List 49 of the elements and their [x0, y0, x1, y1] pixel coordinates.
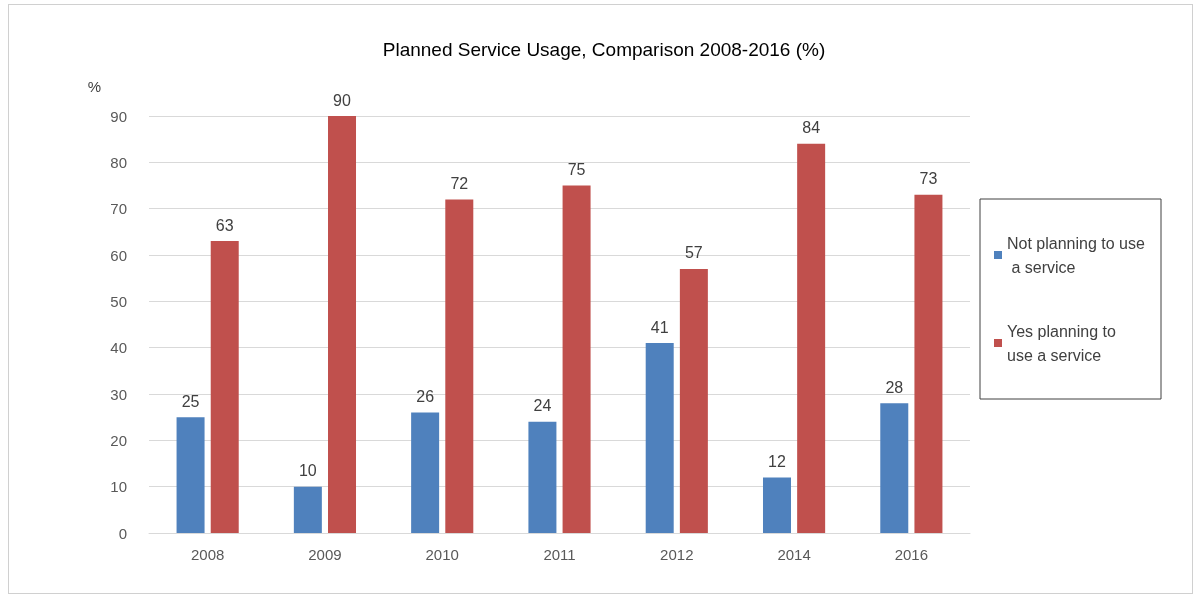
y-tick-label: 20 [110, 431, 127, 449]
bar [445, 199, 474, 533]
y-tick-label: 30 [110, 385, 127, 403]
x-tick-label: 2010 [425, 546, 459, 563]
x-tick-label: 2009 [308, 546, 342, 563]
bar [528, 421, 557, 533]
bar [762, 477, 791, 533]
legend-label: Yes planning to use a service [1007, 322, 1121, 364]
data-label: 90 [333, 91, 352, 109]
legend-label: Not planning to use a service [1007, 234, 1145, 276]
x-tick-label: 2008 [190, 546, 225, 563]
data-label: 57 [684, 244, 703, 262]
data-label: 28 [885, 378, 904, 396]
bar [328, 116, 357, 533]
data-label: 26 [416, 388, 435, 406]
bar [797, 143, 826, 533]
data-label: 75 [567, 161, 586, 178]
data-label: 63 [215, 216, 234, 234]
data-label: 12 [768, 452, 786, 470]
bar [176, 417, 205, 533]
x-tick-label: 2011 [543, 546, 576, 563]
bar [645, 343, 674, 533]
y-tick-label: 80 [110, 153, 127, 171]
bar [293, 486, 322, 533]
y-tick-label: 0 [118, 524, 127, 542]
y-axis-title: % [87, 78, 101, 95]
x-tick-label: 2016 [894, 546, 929, 563]
data-label: 84 [802, 119, 821, 137]
bar [914, 194, 943, 533]
y-tick-label: 50 [110, 292, 127, 310]
chart-title: Planned Service Usage, Comparison 2008-2016 (%) [382, 39, 826, 60]
bar [679, 268, 708, 533]
y-tick-label: 40 [110, 339, 127, 357]
data-label: 72 [450, 174, 469, 192]
data-label: 73 [919, 170, 938, 188]
x-tick-label: 2014 [777, 546, 811, 563]
bar [880, 403, 909, 533]
data-label: 41 [650, 318, 669, 336]
y-tick-label: 70 [110, 200, 127, 218]
bar [210, 241, 239, 533]
x-tick-label: 2012 [660, 546, 694, 563]
y-tick-label: 90 [110, 107, 127, 125]
y-tick-label: 10 [110, 478, 127, 496]
bar [411, 412, 440, 533]
data-label: 24 [533, 397, 552, 415]
data-label: 25 [181, 392, 200, 410]
y-tick-label: 60 [110, 246, 127, 264]
bar [562, 185, 591, 533]
data-label: 10 [298, 462, 317, 480]
